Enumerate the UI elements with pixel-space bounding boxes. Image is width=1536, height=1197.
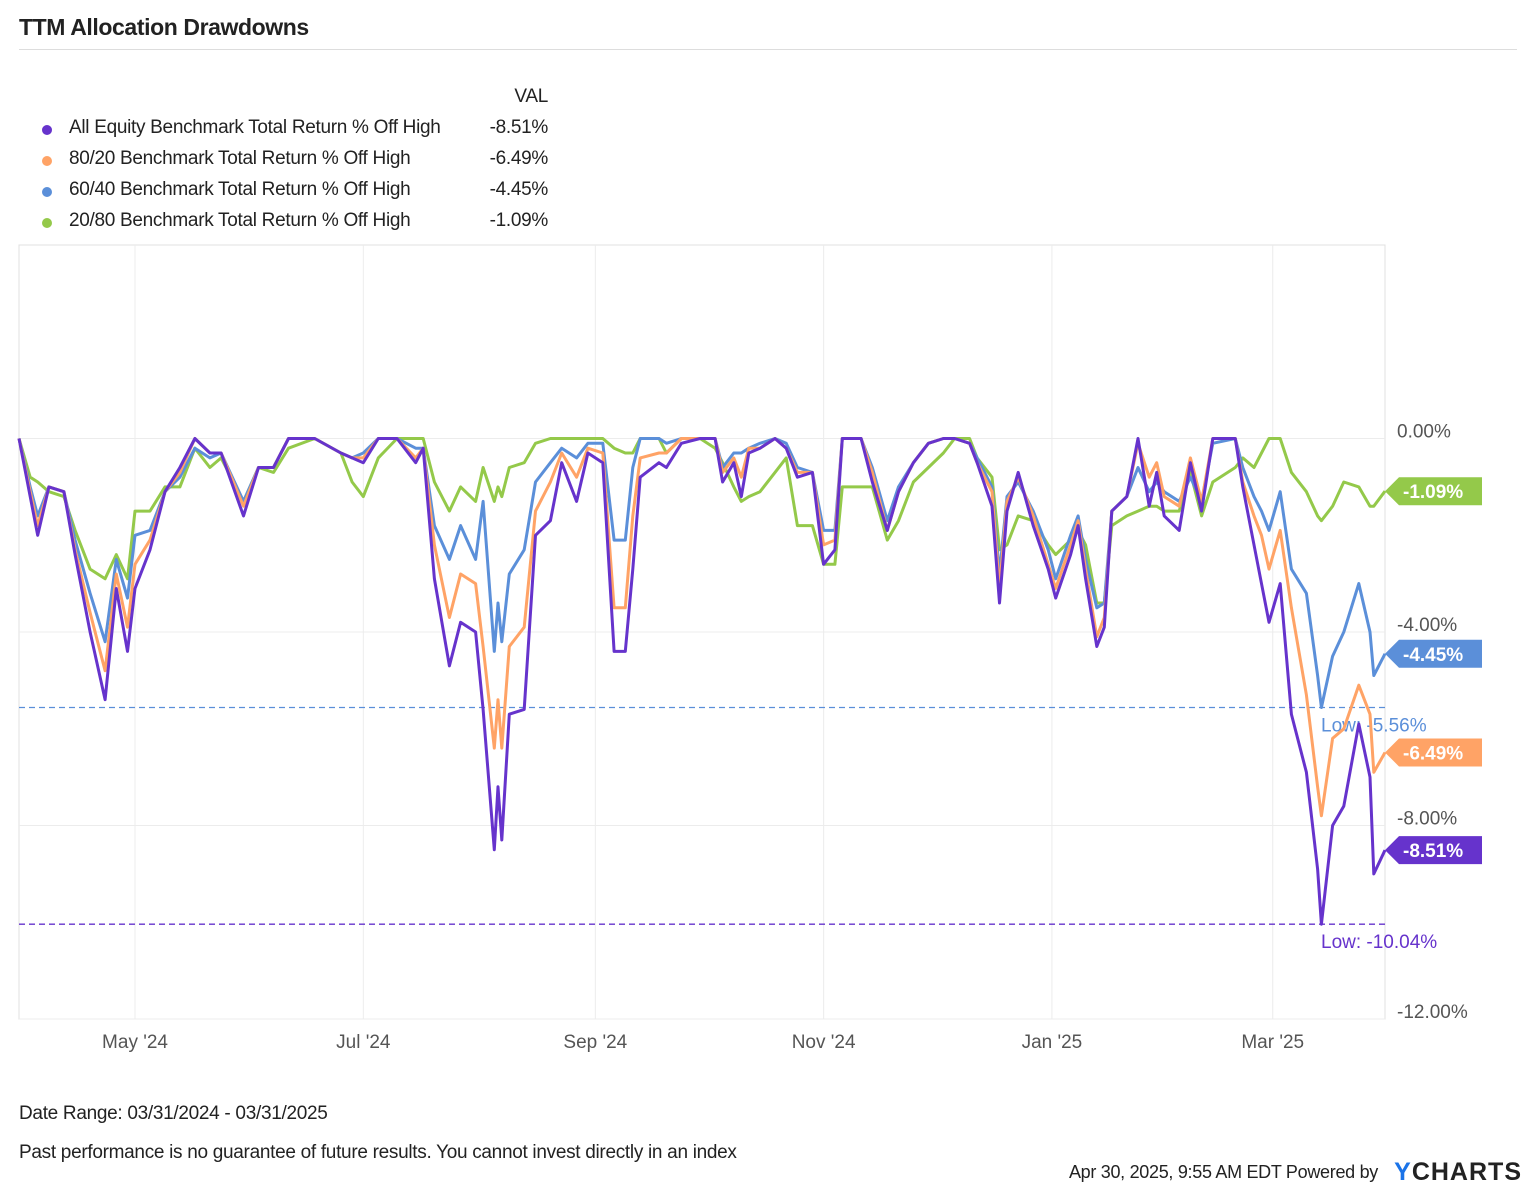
legend-label: 60/40 Benchmark Total Return % Off High <box>69 179 411 200</box>
x-tick-label: Mar '25 <box>1241 1032 1304 1053</box>
last-value-flag <box>1385 836 1482 865</box>
x-tick-label: Sep '24 <box>563 1032 627 1053</box>
legend-item[interactable]: 80/20 Benchmark Total Return % Off High … <box>36 148 556 172</box>
legend-value: -6.49% <box>489 148 549 169</box>
legend-value: -1.09% <box>489 210 549 231</box>
last-value-label: -8.51% <box>1403 841 1463 862</box>
timestamp: Apr 30, 2025, 9:55 AM EDT Powered by <box>1068 1162 1378 1182</box>
series-line <box>17 437 1387 926</box>
low-label: Low: -10.04% <box>1321 932 1437 953</box>
disclaimer: Past performance is no guarantee of futu… <box>19 1142 737 1163</box>
title-divider <box>19 49 1517 50</box>
last-value-label: -6.49% <box>1403 743 1463 764</box>
last-value-label: -4.45% <box>1403 645 1463 666</box>
y-tick-label: -4.00% <box>1397 615 1457 636</box>
x-tick-label: Nov '24 <box>792 1032 856 1053</box>
legend-dot-icon <box>42 218 52 228</box>
y-tick-label: -12.00% <box>1397 1002 1468 1023</box>
legend-item[interactable]: 20/80 Benchmark Total Return % Off High … <box>36 210 556 234</box>
y-tick-label: -8.00% <box>1397 809 1457 830</box>
series-line <box>17 437 1387 818</box>
legend-value: -4.45% <box>489 179 549 200</box>
chart-title: TTM Allocation Drawdowns <box>19 14 309 40</box>
x-tick-label: Jan '25 <box>1022 1032 1083 1053</box>
ycharts-logo[interactable]: YCHARTS <box>1394 1158 1522 1186</box>
series-line <box>17 437 1387 709</box>
last-value-label: -1.09% <box>1403 482 1463 503</box>
legend-item[interactable]: 60/40 Benchmark Total Return % Off High … <box>36 179 556 203</box>
x-tick-label: Jul '24 <box>336 1032 391 1053</box>
legend-dot-icon <box>42 156 52 166</box>
legend-label: 80/20 Benchmark Total Return % Off High <box>69 148 411 169</box>
legend-dot-icon <box>42 187 52 197</box>
last-value-flag <box>1385 477 1482 506</box>
legend-value-header: VAL <box>514 86 548 107</box>
legend-dot-icon <box>42 125 52 135</box>
legend-value: -8.51% <box>489 117 549 138</box>
last-value-flag <box>1385 639 1482 668</box>
legend-label: 20/80 Benchmark Total Return % Off High <box>69 210 411 231</box>
date-range: Date Range: 03/31/2024 - 03/31/2025 <box>19 1103 328 1124</box>
last-value-flag <box>1385 738 1482 767</box>
x-tick-label: May '24 <box>102 1032 168 1053</box>
legend-item[interactable]: All Equity Benchmark Total Return % Off … <box>36 117 556 141</box>
y-tick-label: 0.00% <box>1397 422 1451 443</box>
legend-label: All Equity Benchmark Total Return % Off … <box>69 117 441 138</box>
